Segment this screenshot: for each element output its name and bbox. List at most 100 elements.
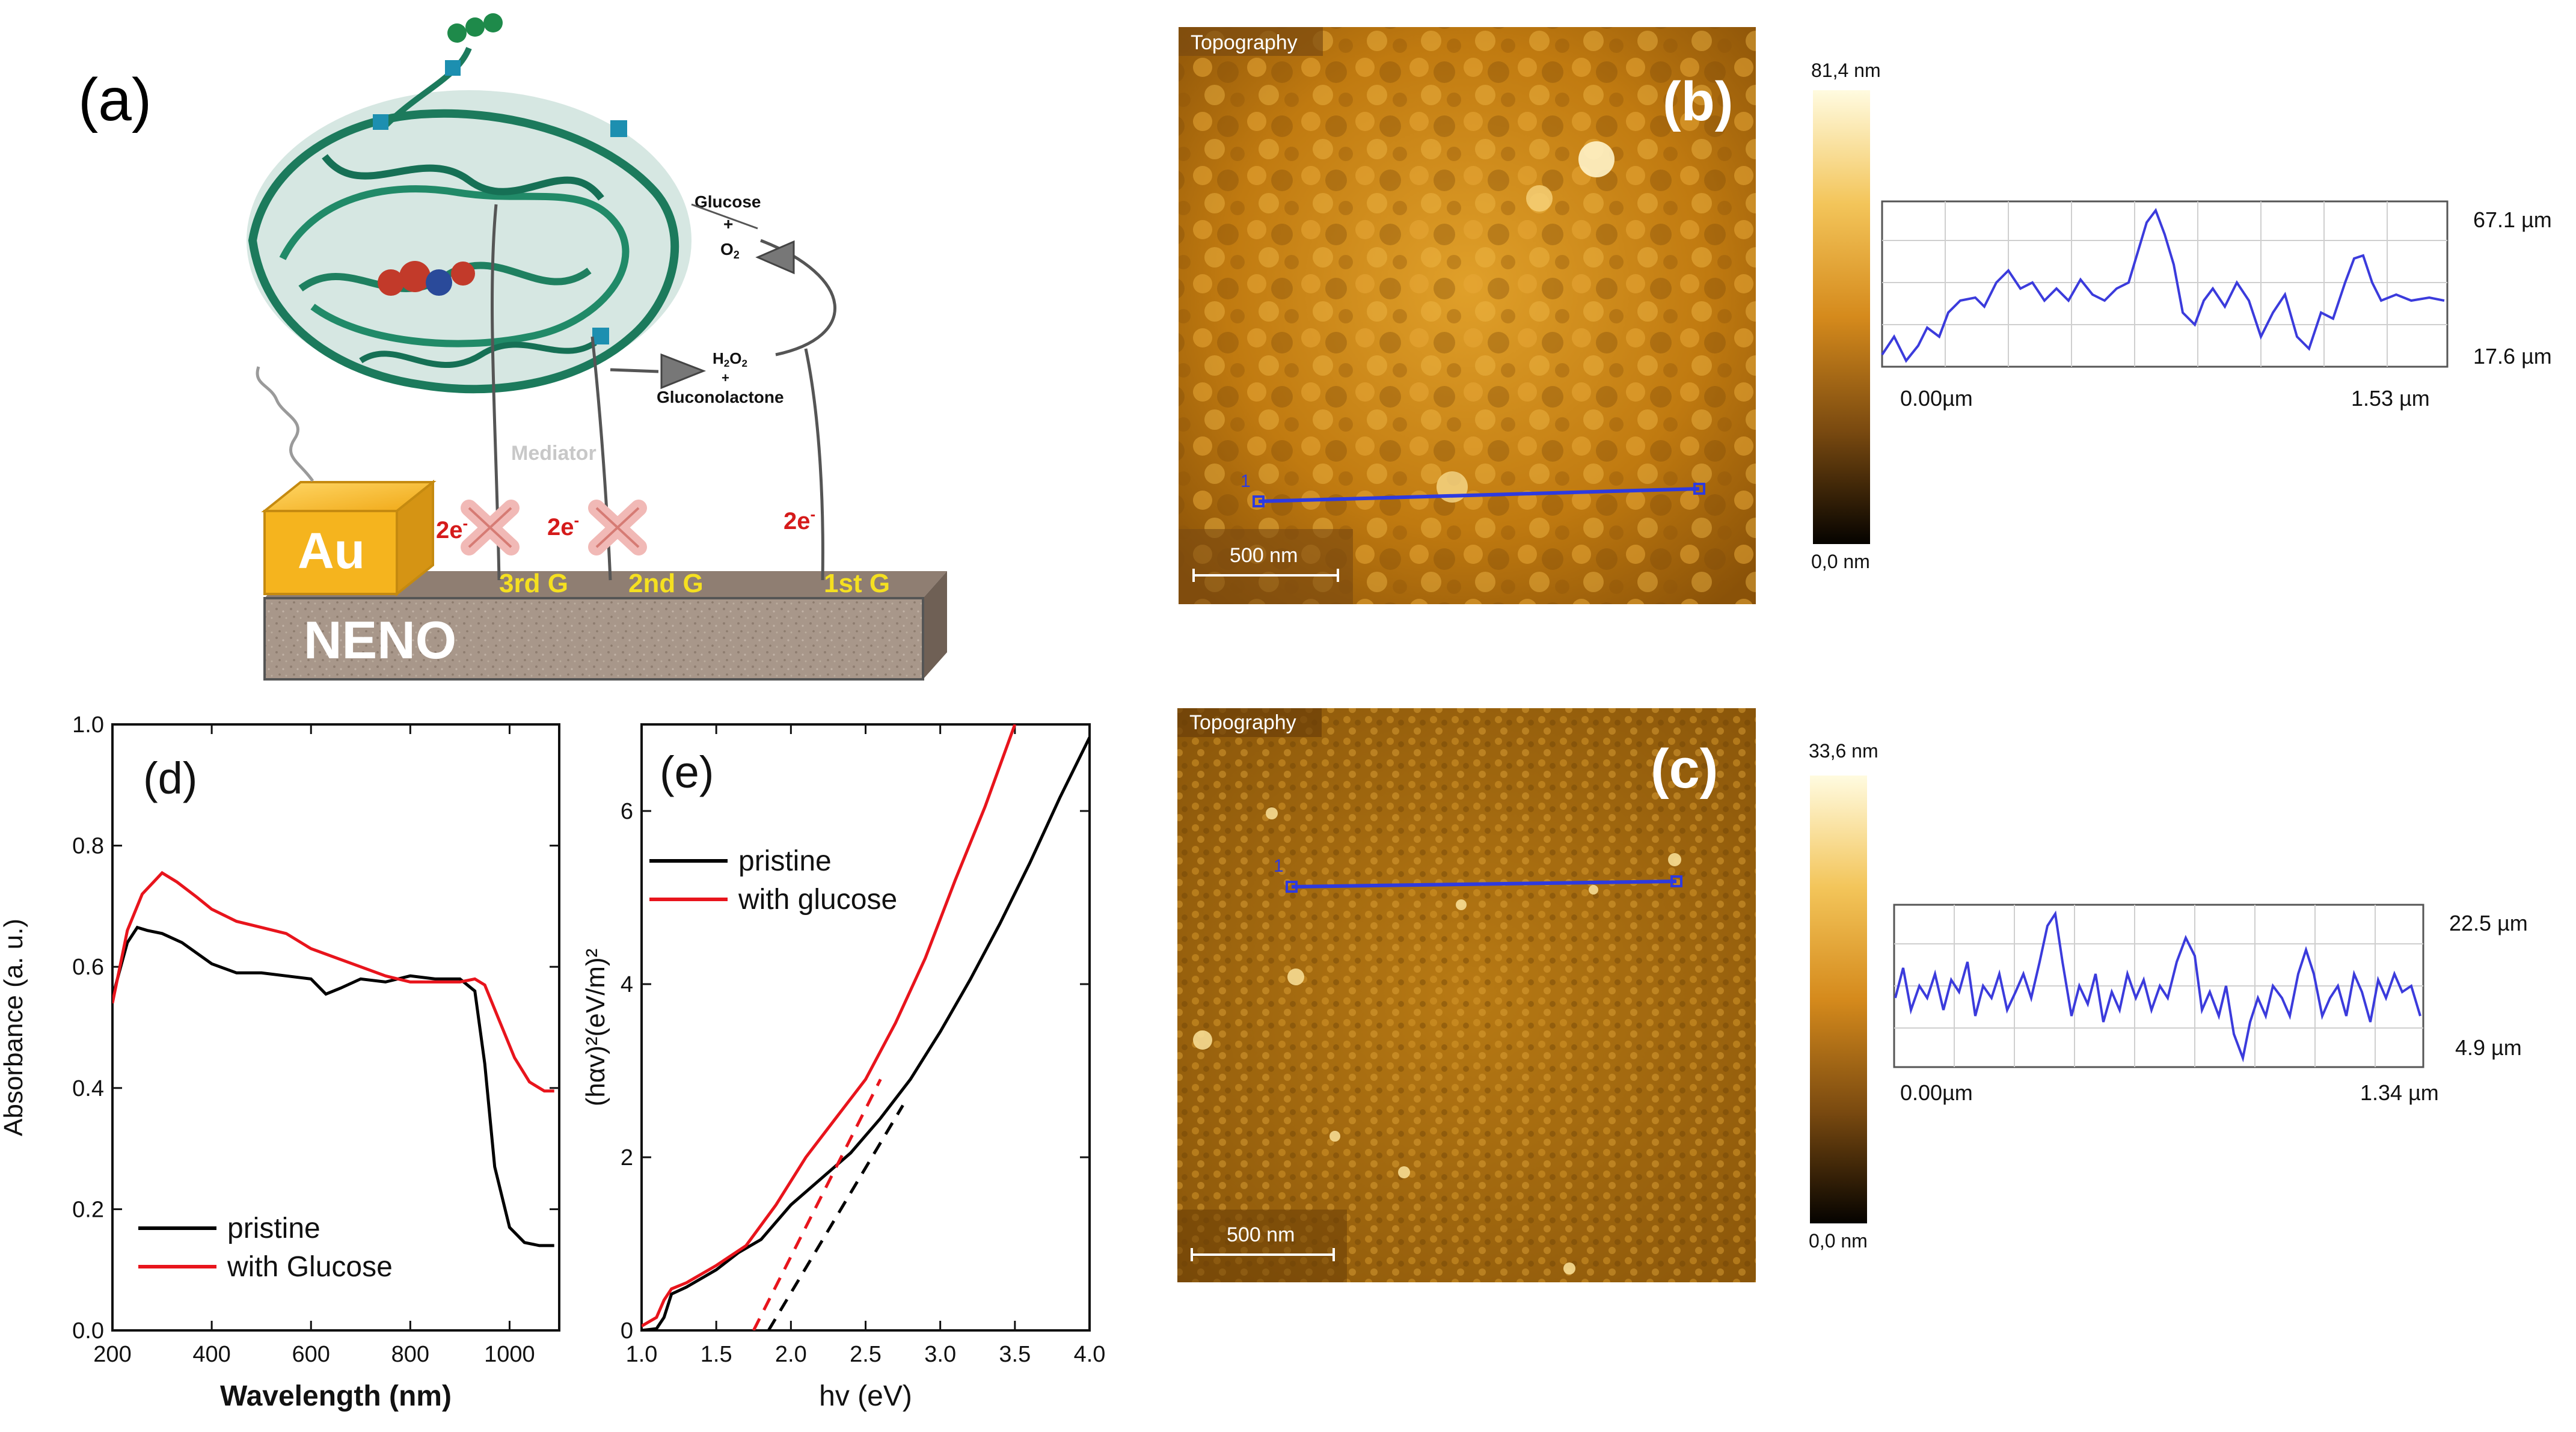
h2o2-o: O — [729, 349, 741, 367]
chart-e-legend-label: pristine — [738, 845, 832, 877]
afm-b-title-bar — [1179, 27, 1323, 56]
generation-3-label: 3rd G — [499, 569, 568, 598]
profile-c-x0: 0.00µm — [1900, 1080, 1973, 1105]
plus-label-2: + — [722, 370, 729, 385]
electron-label-2-sup: - — [574, 511, 580, 529]
electron-label-1-sup: - — [463, 514, 468, 532]
chart-e-fit-pristine — [767, 1104, 904, 1330]
profile-b-frame — [1881, 200, 2449, 368]
chart-d-panel-label: (d) — [143, 753, 197, 803]
chart-e-series-pristine — [642, 736, 1090, 1330]
profile-b-x0: 0.00µm — [1900, 386, 1973, 411]
chart-d-legend-label: pristine — [227, 1213, 320, 1244]
profile-b-grid — [1882, 201, 2447, 367]
mediator-label: Mediator — [511, 442, 596, 465]
h2o2-sub1: 2 — [724, 358, 729, 369]
linker-chain — [256, 366, 314, 482]
chart-e-xtick-label: 3.5 — [999, 1342, 1031, 1367]
chart-d-ytick-label: 0.2 — [72, 1197, 104, 1222]
blocked-transfer-2 — [588, 500, 647, 555]
chart-d-xtick-label: 200 — [93, 1342, 131, 1367]
electron-label-1-text: 2e — [436, 517, 463, 543]
afm-b-bright-spot — [1578, 141, 1615, 177]
h2o2-label: H2O2 — [713, 349, 747, 369]
blocked-transfer-1 — [461, 500, 520, 555]
profile-c — [1893, 904, 2424, 1068]
chart-e-xtick-label: 1.5 — [701, 1342, 732, 1367]
electron-label-2-text: 2e — [547, 514, 574, 540]
generation-2-label: 2nd G — [628, 569, 704, 598]
profile-b-x1: 1.53 µm — [2351, 386, 2430, 411]
afm-b-scalebar — [1192, 569, 1339, 582]
chart-e-xtick-label: 1.0 — [626, 1342, 658, 1367]
panel-c: Topography (c) 1 500 nm 33,6 nm 0,0 nm 2… — [1177, 708, 2528, 1282]
profile-b-min: 17.6 µm — [2473, 344, 2552, 369]
chart-e-panel-label: (e) — [660, 747, 714, 797]
chart-d-series-glucose — [112, 871, 554, 1093]
chart-d-series-pristine — [112, 925, 554, 1247]
colorbar-c — [1810, 776, 1867, 1223]
chart-d-ytick-label: 0.4 — [72, 1076, 104, 1101]
gold-electrode: Au — [261, 479, 437, 597]
afm-c-scalebar-box — [1177, 1210, 1347, 1282]
chart-e-ytick-label: 6 — [621, 799, 633, 824]
chart-e-xtick-label: 2.0 — [775, 1342, 807, 1367]
colorbar-b-max: 81,4 nm — [1811, 60, 1881, 81]
afm-c-line-end — [1670, 875, 1682, 887]
h2o2-sub2: 2 — [741, 358, 747, 369]
afm-c-bright-spots — [1193, 807, 1681, 1274]
chart-d-ytick-label: 0.8 — [72, 834, 104, 859]
panel-b: Topography (b) 1 500 nm 81,4 nm 0,0 nm 6… — [1179, 27, 2552, 604]
afm-c-profile-line — [1291, 880, 1677, 889]
afm-c-scalebar — [1191, 1248, 1335, 1261]
chart-d-xtick-label: 1000 — [484, 1342, 535, 1367]
panel-c-label: (c) — [1651, 738, 1718, 800]
chart-e-ytick-label: 0 — [621, 1318, 633, 1344]
afm-b-scalebar-box — [1179, 529, 1353, 604]
profile-c-max: 22.5 µm — [2449, 911, 2528, 935]
afm-c-line-start — [1286, 881, 1298, 893]
chart-d-ytick-label: 0.6 — [72, 955, 104, 980]
profile-b-curve — [1881, 207, 2445, 363]
chart-d-frame — [111, 723, 560, 1332]
chart-d-ytick-label: 0.0 — [72, 1318, 104, 1344]
profile-b — [1881, 200, 2449, 368]
afm-b-title: Topography — [1191, 31, 1298, 54]
chart-d-xlabel: Wavelength (nm) — [220, 1380, 452, 1412]
enzyme-gox — [247, 13, 692, 394]
chart-e-xlabel: hv (eV) — [819, 1380, 912, 1412]
chart-e-series-glucose — [642, 724, 1017, 1327]
au-label: Au — [298, 522, 365, 579]
electron-label-2: 2e- — [547, 511, 579, 540]
panel-b-label: (b) — [1663, 71, 1733, 132]
profile-b-max: 67.1 µm — [2473, 207, 2552, 232]
chart-e-ytick-label: 2 — [621, 1145, 633, 1170]
o2-o: O — [720, 240, 734, 259]
electron-label-3-text: 2e — [784, 508, 811, 534]
chart-e-series-group — [642, 724, 1090, 1330]
profile-c-x1: 1.34 µm — [2360, 1080, 2439, 1105]
chart-d: 200 400 600 800 1000 0.0 0.2 0.4 0.6 0.8 1.0 Wavele… — [0, 712, 560, 1412]
neno-label: NENO — [304, 610, 456, 670]
afm-b-line-end — [1693, 483, 1705, 495]
afm-c-title: Topography — [1189, 711, 1296, 734]
chart-e-legend-label: with glucose — [738, 884, 897, 916]
chart-e-xtick-label: 4.0 — [1074, 1342, 1106, 1367]
chart-d-legend-label: with Glucose — [227, 1251, 393, 1283]
profile-c-min: 4.9 µm — [2455, 1035, 2522, 1060]
panel-a-label: (a) — [78, 66, 152, 133]
o2-sub: 2 — [734, 249, 740, 261]
reaction-labels: Glucose + O2 H2O2 + Gluconolactone Media… — [511, 192, 784, 465]
afm-c-title-bar — [1177, 708, 1322, 737]
o2-label: O2 — [720, 240, 740, 261]
afm-c-scalebar-label: 500 nm — [1227, 1223, 1295, 1246]
afm-b-profile-line — [1258, 487, 1700, 503]
panel-a: (a) NENO Au — [78, 13, 947, 681]
chart-e-ytick-label: 4 — [621, 972, 633, 997]
chart-d-xtick-label: 600 — [292, 1342, 330, 1367]
profile-c-curve — [1894, 910, 2421, 1063]
chart-d-xtick-label: 800 — [391, 1342, 429, 1367]
h2o2-h: H — [713, 349, 724, 367]
generation-1-label: 1st G — [824, 569, 890, 598]
